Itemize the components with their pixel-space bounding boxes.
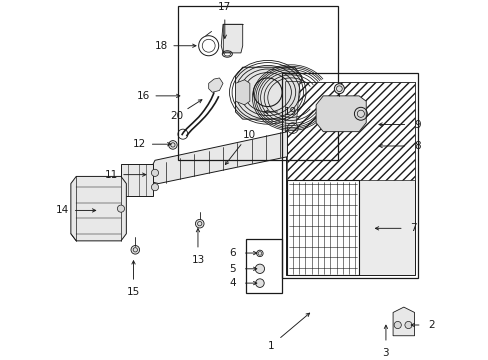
- Circle shape: [393, 321, 401, 329]
- Text: 12: 12: [133, 139, 146, 149]
- Polygon shape: [235, 67, 301, 119]
- Circle shape: [151, 169, 158, 176]
- Text: 19: 19: [283, 107, 296, 117]
- Circle shape: [168, 141, 177, 149]
- Polygon shape: [208, 78, 223, 92]
- Polygon shape: [287, 180, 358, 275]
- Text: 18: 18: [154, 41, 167, 51]
- Text: 3: 3: [382, 348, 388, 358]
- Bar: [287, 82, 414, 180]
- Text: 17: 17: [218, 2, 231, 12]
- Polygon shape: [285, 82, 299, 157]
- Polygon shape: [221, 24, 242, 53]
- Text: 6: 6: [229, 248, 236, 258]
- Circle shape: [255, 279, 264, 287]
- Text: 14: 14: [56, 206, 69, 215]
- Text: 2: 2: [427, 320, 434, 330]
- Polygon shape: [121, 164, 153, 196]
- Bar: [178, 6, 337, 160]
- Polygon shape: [151, 132, 287, 184]
- Text: 20: 20: [170, 111, 183, 121]
- Circle shape: [404, 321, 411, 329]
- Text: 11: 11: [104, 170, 117, 180]
- Polygon shape: [315, 96, 366, 132]
- Text: 4: 4: [229, 278, 236, 288]
- Circle shape: [131, 246, 139, 254]
- Bar: [246, 239, 282, 293]
- Polygon shape: [285, 82, 414, 275]
- Text: 8: 8: [413, 141, 420, 151]
- Bar: [282, 73, 417, 278]
- Text: 1: 1: [267, 341, 274, 351]
- Text: 16: 16: [136, 91, 149, 101]
- Polygon shape: [392, 307, 414, 336]
- Circle shape: [334, 84, 344, 94]
- Circle shape: [255, 264, 264, 274]
- Text: 13: 13: [191, 255, 204, 265]
- Text: 5: 5: [229, 264, 236, 274]
- Circle shape: [256, 250, 263, 257]
- Bar: [287, 180, 358, 275]
- Text: 15: 15: [126, 287, 140, 297]
- Polygon shape: [235, 80, 249, 105]
- Text: 7: 7: [410, 223, 416, 233]
- Polygon shape: [71, 176, 126, 241]
- Text: 9: 9: [413, 120, 420, 130]
- Circle shape: [151, 184, 158, 191]
- Circle shape: [195, 219, 203, 228]
- Circle shape: [117, 205, 124, 212]
- Text: 10: 10: [242, 130, 255, 140]
